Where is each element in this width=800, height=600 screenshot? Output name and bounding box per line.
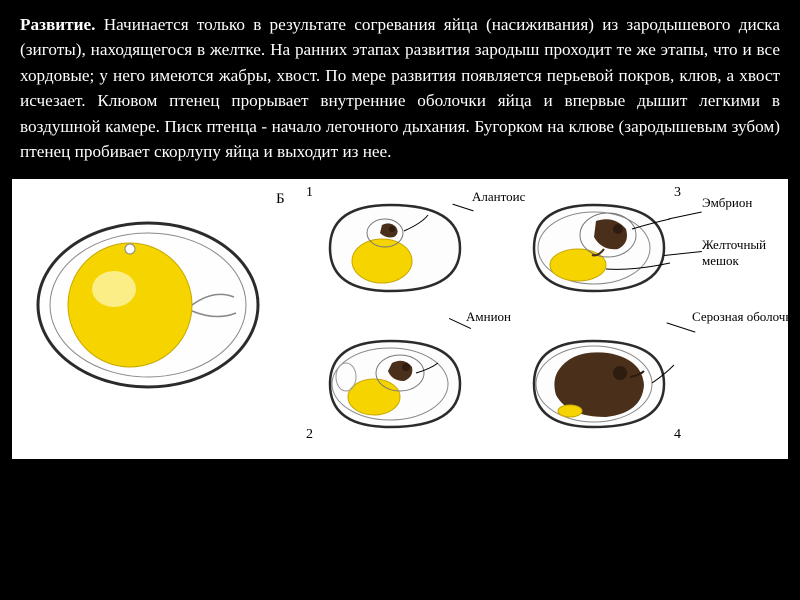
egg-large: [34, 219, 262, 391]
stage-3: [522, 193, 682, 303]
stage-number-1: 1: [306, 185, 313, 201]
label-amnion: Амнион: [466, 309, 511, 325]
stage-1: [310, 193, 470, 303]
stage-4: [522, 329, 682, 439]
label-yolksac: Желточный мешок: [702, 237, 766, 269]
panel-label: Б: [276, 191, 285, 208]
stage-number-2: 2: [306, 427, 313, 443]
label-serous: Серозная оболочка: [692, 309, 797, 325]
heading-word: Развитие.: [20, 15, 95, 34]
label-alantois: Алантоис: [472, 189, 525, 205]
description-paragraph: Развитие. Начинается только в результате…: [0, 0, 800, 173]
stage-number-3: 3: [674, 185, 681, 201]
body-text: Начинается только в результате согревани…: [20, 15, 780, 161]
stage-2: [310, 329, 470, 439]
label-embryo: Эмбрион: [702, 195, 752, 211]
embryo-diagram: Б: [12, 179, 788, 459]
stage-number-4: 4: [674, 427, 681, 443]
